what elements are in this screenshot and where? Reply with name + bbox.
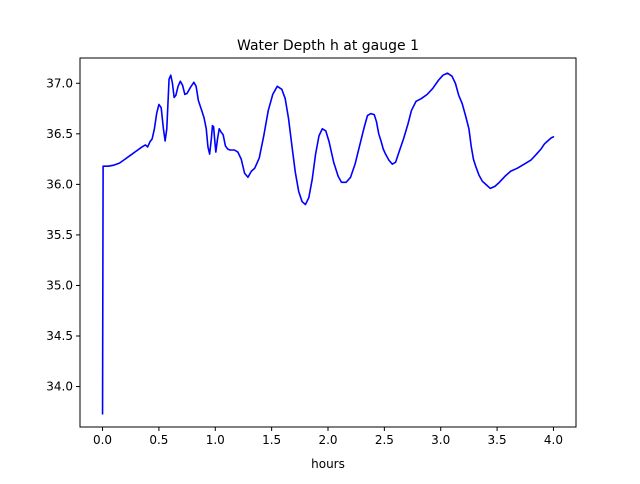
x-tick-label: 4.0 [544, 433, 563, 447]
x-tick-label: 1.5 [262, 433, 281, 447]
x-tick-label: 2.5 [375, 433, 394, 447]
plot-frame [79, 57, 577, 428]
y-tick-label: 36.5 [46, 127, 73, 141]
y-tick-label: 34.5 [46, 329, 73, 343]
y-tick-label: 34.0 [46, 380, 73, 394]
x-tick-label: 1.0 [206, 433, 225, 447]
y-tick-label: 35.0 [46, 278, 73, 292]
x-tick-label: 3.5 [488, 433, 507, 447]
series-line [101, 72, 555, 415]
x-tick-label: 0.0 [93, 433, 112, 447]
y-tick-label: 37.0 [46, 76, 73, 90]
tick-layer: 0.0 0.5 1.0 1.5 2.0 2.5 3.0 3.5 4.0 34.0 34.5 35.0 3… [46, 76, 563, 447]
y-tick-label: 35.5 [46, 228, 73, 242]
y-tick-label: 36.0 [46, 177, 73, 191]
chart-title: Water Depth h at gauge 1 [237, 38, 419, 54]
x-tick-label: 2.0 [318, 433, 337, 447]
x-axis-label: hours [311, 457, 345, 471]
x-tick-label: 3.0 [431, 433, 450, 447]
x-tick-label: 0.5 [149, 433, 168, 447]
